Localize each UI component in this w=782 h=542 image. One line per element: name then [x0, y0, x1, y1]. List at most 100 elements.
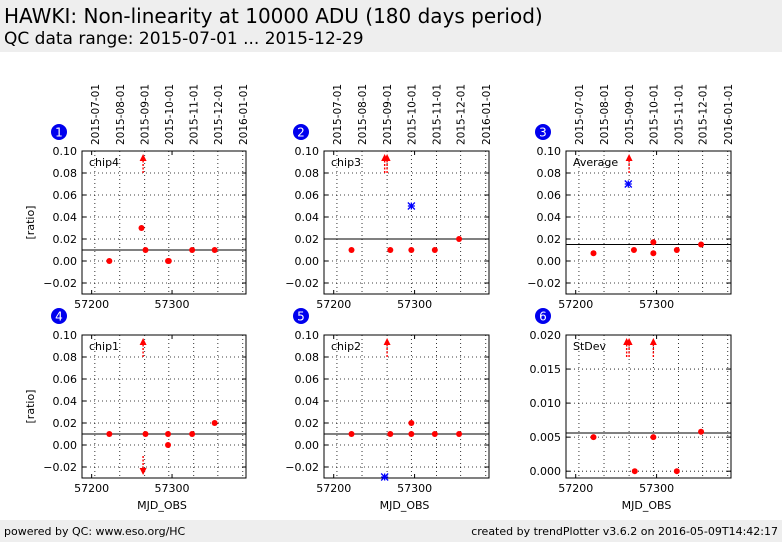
y-tick-label: 0.08 — [537, 167, 562, 180]
y-tick-label: 0.10 — [295, 145, 320, 158]
data-point — [165, 431, 172, 437]
y-tick-label: −0.02 — [43, 277, 77, 290]
arrow-down-head — [139, 468, 147, 475]
x-axis-label: MJD_OBS — [137, 499, 187, 512]
y-tick-label: −0.02 — [43, 461, 77, 474]
y-tick-label: 0.04 — [295, 211, 320, 224]
y-tick-label: 0.10 — [53, 329, 78, 342]
y-tick-label: 0.00 — [53, 255, 78, 268]
y-tick-label: 0.005 — [530, 431, 562, 444]
outlier-marker — [407, 202, 416, 210]
date-tick-label: 2015-07-01 — [574, 84, 586, 145]
y-tick-label: 0.015 — [530, 363, 562, 376]
page-subtitle: QC data range: 2015-07-01 ... 2015-12-29 — [4, 29, 364, 49]
date-tick-label: 2015-10-01 — [164, 84, 176, 145]
panel-number-badge — [535, 308, 551, 324]
data-point — [189, 247, 196, 253]
data-point — [650, 239, 657, 246]
data-point — [631, 468, 638, 475]
series-label: StDev — [573, 340, 607, 353]
data-point — [165, 258, 172, 264]
y-tick-label: 0.06 — [295, 189, 320, 202]
date-tick-label: 2015-07-01 — [90, 84, 102, 145]
footer-timestamp: created by trendPlotter v3.6.2 on 2016-0… — [471, 525, 778, 538]
chart-panel-2: −0.02 0.00 0.02 0.04 0.06 0.08 0.10 2015-07-01 2… — [285, 84, 492, 311]
series-label: Average — [573, 156, 618, 169]
data-point — [142, 431, 149, 437]
date-tick-label: 2015-11-01 — [431, 84, 443, 145]
data-point — [138, 225, 145, 231]
date-tick-label: 2015-11-01 — [673, 84, 685, 145]
y-tick-label: 0.02 — [295, 233, 320, 246]
chart-panel-1: −0.02 0.00 0.02 0.04 0.06 0.08 0.10 2015-07-01 2… — [24, 84, 250, 311]
y-tick-label: 0.04 — [53, 395, 78, 408]
panel-number: 6 — [539, 310, 547, 324]
data-point — [431, 431, 438, 437]
page-title: HAWKI: Non-linearity at 10000 ADU (180 d… — [4, 4, 543, 28]
data-point — [387, 431, 394, 437]
date-tick-label: 2015-08-01 — [357, 84, 369, 145]
outlier-marker — [380, 473, 389, 481]
data-point — [650, 250, 657, 257]
x-tick-label: 57300 — [639, 482, 674, 495]
y-axis-label: [ratio] — [24, 390, 37, 424]
data-point — [165, 442, 172, 448]
panel-number: 2 — [297, 126, 305, 140]
data-point — [698, 428, 705, 435]
y-tick-label: 0.08 — [295, 351, 320, 364]
arrow-up-head — [383, 154, 391, 161]
series-label: chip3 — [331, 156, 361, 169]
arrow-up-head — [139, 154, 147, 161]
data-point — [650, 434, 657, 441]
date-tick-label: 2015-12-01 — [698, 84, 710, 145]
y-tick-label: 0.02 — [295, 417, 320, 430]
date-tick-label: 2015-12-01 — [456, 84, 468, 145]
x-tick-label: 57300 — [397, 482, 432, 495]
chart-panel-5: −0.02 0.00 0.02 0.04 0.06 0.08 0.10 57200 57300 c… — [285, 308, 490, 512]
plot-frame — [565, 334, 732, 479]
date-tick-label: 2015-08-01 — [599, 84, 611, 145]
data-point — [431, 247, 438, 253]
data-point — [348, 247, 355, 253]
panel-number-badge — [51, 124, 67, 140]
date-tick-label: 2015-12-01 — [213, 84, 225, 145]
data-point — [211, 247, 218, 253]
chart-panel-4: −0.02 0.00 0.02 0.04 0.06 0.08 0.10 57200 57300 c… — [24, 308, 247, 512]
date-tick-label: 2015-07-01 — [332, 84, 344, 145]
x-tick-label: 57300 — [155, 482, 190, 495]
outlier-stroke — [380, 473, 389, 481]
plot-frame — [323, 334, 490, 479]
y-tick-label: 0.08 — [295, 167, 320, 180]
date-tick-label: 2015-10-01 — [648, 84, 660, 145]
panel-number-badge — [293, 308, 309, 324]
data-point — [673, 468, 680, 475]
y-tick-label: 0.10 — [537, 145, 562, 158]
y-tick-label: −0.02 — [285, 461, 319, 474]
data-point — [189, 431, 196, 437]
date-tick-label: 2015-09-01 — [624, 84, 636, 145]
outlier-marker — [624, 180, 633, 188]
panel-number: 1 — [55, 126, 63, 140]
arrow-up-head — [625, 338, 633, 345]
y-tick-label: 0.020 — [530, 329, 562, 342]
data-point — [387, 247, 394, 253]
x-axis-label: MJD_OBS — [380, 499, 430, 512]
y-tick-label: 0.02 — [53, 417, 78, 430]
date-tick-label: 2015-09-01 — [140, 84, 152, 145]
series-label: chip1 — [89, 340, 119, 353]
arrow-up-head — [625, 154, 633, 161]
x-tick-label: 57200 — [74, 298, 109, 311]
series-label: chip4 — [89, 156, 119, 169]
date-tick-label: 2015-10-01 — [406, 84, 418, 145]
chart-panel-3: −0.02 0.00 0.02 0.04 0.06 0.08 0.10 2015-07-01 2… — [527, 84, 734, 311]
y-tick-label: −0.02 — [527, 277, 561, 290]
y-tick-label: 0.04 — [53, 211, 78, 224]
date-tick-label: 2016-01-01 — [723, 84, 735, 145]
footer-bar: powered by QC: www.eso.org/HC created by… — [0, 520, 782, 542]
x-tick-label: 57200 — [316, 298, 351, 311]
x-tick-label: 57200 — [558, 298, 593, 311]
y-tick-label: 0.02 — [537, 233, 562, 246]
y-tick-label: 0.06 — [53, 189, 78, 202]
y-tick-label: 0.10 — [295, 329, 320, 342]
